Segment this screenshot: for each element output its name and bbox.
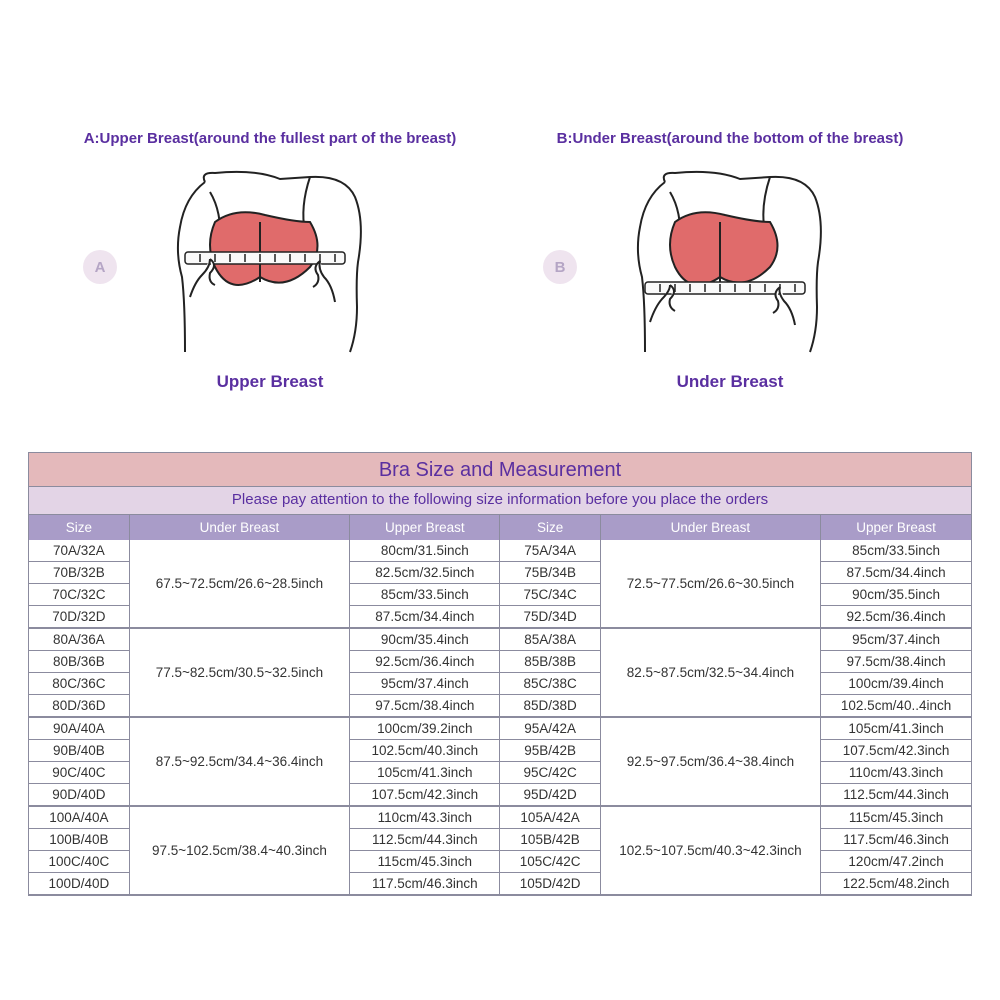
cell: 117.5cm/46.3inch (350, 873, 500, 895)
cell: 90cm/35.4inch (350, 628, 500, 651)
cell: 87.5cm/34.4inch (821, 562, 971, 584)
cell: 90cm/35.5inch (821, 584, 971, 606)
cell: 95A/42A (500, 717, 600, 740)
cell: 75A/34A (500, 540, 600, 562)
cell: 80A/36A (29, 628, 129, 651)
cell: 67.5~72.5cm/26.6~28.5inch (129, 540, 349, 628)
cell: 102.5~107.5cm/40.3~42.3inch (600, 806, 820, 895)
cell: 102.5cm/40..4inch (821, 695, 971, 718)
cell: 100B/40B (29, 829, 129, 851)
under-breast-icon (620, 167, 840, 357)
cell: 85C/38C (500, 673, 600, 695)
cell: 117.5cm/46.3inch (821, 829, 971, 851)
cell: 90B/40B (29, 740, 129, 762)
col-header: Upper Breast (821, 515, 971, 540)
table-body: 70A/32A67.5~72.5cm/26.6~28.5inch80cm/31.… (29, 540, 971, 895)
cell: 107.5cm/42.3inch (821, 740, 971, 762)
cell: 87.5cm/34.4inch (350, 606, 500, 629)
cell: 75D/34D (500, 606, 600, 629)
cell: 70C/32C (29, 584, 129, 606)
diagram-b-illustration (523, 167, 937, 362)
size-table: SizeUnder BreastUpper BreastSizeUnder Br… (29, 515, 971, 895)
cell: 105A/42A (500, 806, 600, 829)
cell: 105C/42C (500, 851, 600, 873)
cell: 75C/34C (500, 584, 600, 606)
diagram-b: B:Under Breast(around the bottom of the … (523, 130, 937, 392)
cell: 105D/42D (500, 873, 600, 895)
cell: 85A/38A (500, 628, 600, 651)
cell: 110cm/43.3inch (821, 762, 971, 784)
cell: 115cm/45.3inch (821, 806, 971, 829)
cell: 82.5cm/32.5inch (350, 562, 500, 584)
cell: 72.5~77.5cm/26.6~30.5inch (600, 540, 820, 628)
diagram-a-title: A:Upper Breast(around the fullest part o… (63, 130, 477, 147)
cell: 80cm/31.5inch (350, 540, 500, 562)
diagram-a: A:Upper Breast(around the fullest part o… (63, 130, 477, 392)
cell: 80D/36D (29, 695, 129, 718)
cell: 90D/40D (29, 784, 129, 807)
cell: 90A/40A (29, 717, 129, 740)
cell: 100A/40A (29, 806, 129, 829)
size-table-wrap: Bra Size and Measurement Please pay atte… (28, 452, 972, 896)
diagram-b-title: B:Under Breast(around the bottom of the … (523, 130, 937, 147)
diagram-b-badge-label: B (555, 259, 566, 276)
col-header: Under Breast (129, 515, 349, 540)
cell: 100cm/39.2inch (350, 717, 500, 740)
cell: 97.5cm/38.4inch (350, 695, 500, 718)
cell: 105cm/41.3inch (821, 717, 971, 740)
cell: 105B/42B (500, 829, 600, 851)
col-header: Under Breast (600, 515, 820, 540)
cell: 107.5cm/42.3inch (350, 784, 500, 807)
cell: 70D/32D (29, 606, 129, 629)
cell: 102.5cm/40.3inch (350, 740, 500, 762)
diagram-a-badge: A (83, 250, 117, 284)
cell: 82.5~87.5cm/32.5~34.4inch (600, 628, 820, 717)
diagram-a-caption: Upper Breast (63, 372, 477, 392)
cell: 95B/42B (500, 740, 600, 762)
col-header: Upper Breast (350, 515, 500, 540)
cell: 95C/42C (500, 762, 600, 784)
diagram-b-badge: B (543, 250, 577, 284)
diagram-a-badge-label: A (95, 259, 106, 276)
cell: 110cm/43.3inch (350, 806, 500, 829)
diagram-a-illustration (63, 167, 477, 362)
diagram-b-caption: Under Breast (523, 372, 937, 392)
cell: 120cm/47.2inch (821, 851, 971, 873)
table-head: SizeUnder BreastUpper BreastSizeUnder Br… (29, 515, 971, 540)
cell: 100C/40C (29, 851, 129, 873)
cell: 100cm/39.4inch (821, 673, 971, 695)
cell: 85D/38D (500, 695, 600, 718)
cell: 122.5cm/48.2inch (821, 873, 971, 895)
table-subtitle: Please pay attention to the following si… (29, 487, 971, 515)
cell: 87.5~92.5cm/34.4~36.4inch (129, 717, 349, 806)
cell: 95cm/37.4inch (350, 673, 500, 695)
cell: 77.5~82.5cm/30.5~32.5inch (129, 628, 349, 717)
cell: 92.5cm/36.4inch (350, 651, 500, 673)
cell: 70A/32A (29, 540, 129, 562)
cell: 85cm/33.5inch (350, 584, 500, 606)
cell: 115cm/45.3inch (350, 851, 500, 873)
table-title: Bra Size and Measurement (29, 453, 971, 487)
cell: 97.5cm/38.4inch (821, 651, 971, 673)
col-header: Size (500, 515, 600, 540)
cell: 80B/36B (29, 651, 129, 673)
cell: 85B/38B (500, 651, 600, 673)
cell: 112.5cm/44.3inch (821, 784, 971, 807)
cell: 95D/42D (500, 784, 600, 807)
cell: 105cm/41.3inch (350, 762, 500, 784)
cell: 90C/40C (29, 762, 129, 784)
cell: 75B/34B (500, 562, 600, 584)
cell: 80C/36C (29, 673, 129, 695)
cell: 97.5~102.5cm/38.4~40.3inch (129, 806, 349, 895)
upper-breast-icon (160, 167, 380, 357)
diagrams-row: A:Upper Breast(around the fullest part o… (0, 0, 1000, 412)
col-header: Size (29, 515, 129, 540)
cell: 100D/40D (29, 873, 129, 895)
cell: 92.5~97.5cm/36.4~38.4inch (600, 717, 820, 806)
cell: 85cm/33.5inch (821, 540, 971, 562)
cell: 112.5cm/44.3inch (350, 829, 500, 851)
cell: 92.5cm/36.4inch (821, 606, 971, 629)
cell: 95cm/37.4inch (821, 628, 971, 651)
cell: 70B/32B (29, 562, 129, 584)
